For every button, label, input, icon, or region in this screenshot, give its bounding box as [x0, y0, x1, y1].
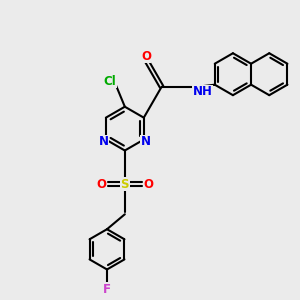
Text: S: S: [121, 178, 129, 190]
Text: N: N: [99, 135, 109, 148]
Text: N: N: [141, 135, 151, 148]
Text: Cl: Cl: [104, 75, 116, 88]
Text: F: F: [103, 283, 111, 296]
Text: O: O: [141, 50, 151, 63]
Text: NH: NH: [193, 85, 213, 98]
Text: O: O: [96, 178, 106, 190]
Text: O: O: [143, 178, 153, 190]
